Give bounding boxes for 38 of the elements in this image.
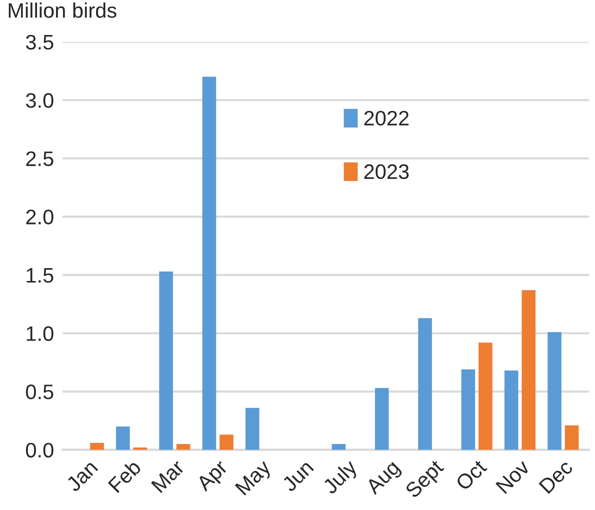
x-tick-label: Jun — [281, 460, 314, 492]
y-tick-label: 2.0 — [26, 210, 54, 224]
x-tick-label: Feb — [107, 458, 142, 494]
bar — [332, 444, 346, 450]
x-tick-label: Nov — [496, 458, 531, 494]
bar — [202, 76, 216, 450]
legend-label: 2022 — [364, 110, 409, 126]
x-tick-label: Aug — [364, 460, 404, 498]
bar — [504, 370, 518, 450]
y-tick-label: 1.5 — [26, 268, 54, 283]
bar — [116, 426, 130, 450]
y-tick-label: 3.0 — [26, 93, 54, 108]
x-tick-label: May — [234, 458, 275, 499]
y-tick-label: 0.5 — [26, 384, 54, 400]
x-tick-label: Oct — [455, 458, 488, 492]
x-tick-label: Apr — [196, 458, 232, 495]
x-tick-label: July — [321, 458, 362, 498]
bar — [90, 442, 104, 450]
legend-label: 2023 — [364, 164, 409, 180]
x-tick-label: Mar — [151, 458, 186, 494]
bar — [522, 290, 536, 450]
bar — [548, 332, 562, 450]
y-tick-label: 2.5 — [26, 151, 54, 166]
x-tick-label: Dec — [538, 459, 574, 494]
bar — [461, 369, 476, 450]
y-tick-label: 0.0 — [26, 442, 54, 458]
bar — [176, 444, 190, 450]
bar — [220, 434, 234, 450]
bar — [159, 271, 173, 450]
bar — [478, 342, 492, 450]
x-tick-label: Jan — [65, 460, 98, 492]
bar — [374, 388, 389, 450]
bar — [245, 408, 260, 450]
bar — [418, 318, 432, 450]
y-tick-label: 1.0 — [26, 326, 54, 341]
y-tick-label: 3.5 — [26, 34, 54, 50]
bar — [564, 425, 579, 450]
y-axis-title: Million birds — [8, 2, 116, 18]
